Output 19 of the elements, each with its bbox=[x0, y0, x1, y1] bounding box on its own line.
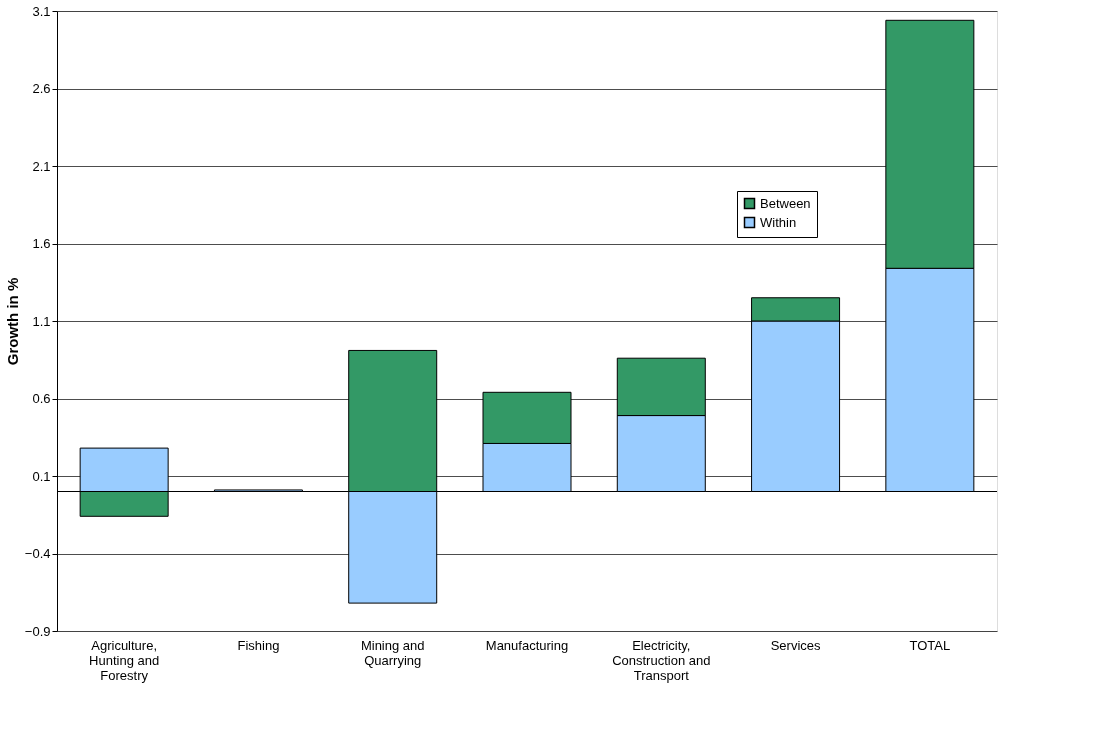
y-tick-label: 1.1 bbox=[32, 313, 51, 329]
y-tick-label: 1.6 bbox=[32, 236, 51, 251]
y-tick-label: 0.1 bbox=[32, 468, 51, 484]
y-tick-label: −0.4 bbox=[24, 546, 51, 561]
y-tick-label: 2.1 bbox=[32, 158, 51, 174]
x-tick-label: Fishing bbox=[237, 637, 280, 653]
y-tick-label: 2.6 bbox=[32, 81, 51, 96]
y-axis-title: Growth in % bbox=[3, 277, 21, 366]
legend-label: Between bbox=[760, 195, 811, 211]
y-tick-label: −0.9 bbox=[24, 623, 51, 639]
x-tick-label: Electricity, Construction and Transport bbox=[612, 637, 711, 683]
x-tick-label: TOTAL bbox=[909, 637, 951, 653]
x-tick-label: Services bbox=[770, 637, 821, 653]
y-tick-label: 3.1 bbox=[32, 3, 51, 19]
x-tick-label: Agriculture, Hunting and Forestry bbox=[89, 637, 160, 683]
legend-label: Within bbox=[760, 214, 797, 230]
y-tick-label: 0.6 bbox=[32, 391, 51, 406]
x-tick-label: Manufacturing bbox=[485, 637, 569, 653]
x-tick-label: Mining and Quarrying bbox=[360, 637, 425, 668]
